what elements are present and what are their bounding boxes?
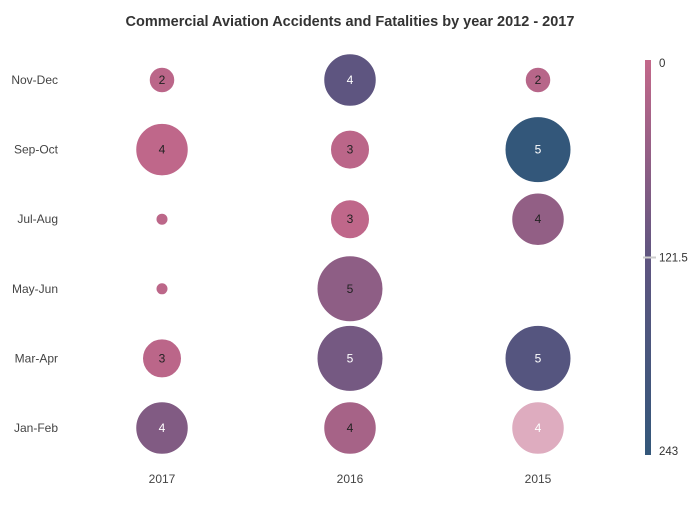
bubble-label: 4: [159, 143, 166, 157]
bubble[interactable]: [135, 122, 189, 177]
bubble-label: 4: [347, 73, 354, 87]
color-scale-legend: 0 121.5 243: [643, 58, 688, 458]
bubble-label: 2: [159, 73, 166, 87]
bubble-label: 4: [347, 421, 354, 435]
bubble-label: 5: [347, 351, 354, 365]
bubble[interactable]: [524, 66, 552, 94]
x-tick-label: 2016: [337, 472, 364, 486]
y-tick-label: Nov-Dec: [11, 73, 58, 87]
bubble-label: 4: [535, 421, 542, 435]
bubble[interactable]: [504, 116, 572, 184]
bubble[interactable]: [504, 324, 572, 392]
bubble[interactable]: [148, 66, 176, 94]
bubble[interactable]: [142, 338, 182, 379]
bubble[interactable]: [155, 212, 169, 226]
bubble-label: 3: [159, 351, 166, 365]
bubble[interactable]: [316, 324, 384, 392]
x-axis: 2017 2016 2015: [149, 472, 552, 486]
color-scale-label: 243: [659, 446, 678, 458]
bubble[interactable]: [330, 129, 370, 170]
color-scale-label: 0: [659, 58, 665, 70]
bubble-label: 3: [347, 212, 354, 226]
bubble[interactable]: [155, 282, 169, 296]
bubble[interactable]: [323, 401, 377, 455]
bubble-label: 2: [535, 73, 542, 87]
y-tick-label: Jan-Feb: [14, 421, 58, 435]
y-tick-label: May-Jun: [12, 282, 58, 296]
bubble[interactable]: [511, 401, 565, 455]
y-tick-label: Mar-Apr: [15, 351, 58, 365]
bubble[interactable]: [135, 401, 189, 455]
bubble[interactable]: [330, 199, 370, 240]
bubble[interactable]: [316, 255, 384, 323]
chart-title: Commercial Aviation Accidents and Fatali…: [126, 14, 575, 30]
y-tick-label: Sep-Oct: [14, 143, 59, 157]
color-scale-label: 121.5: [659, 253, 688, 265]
bubble-label: 5: [535, 143, 542, 157]
bubble-label: 4: [535, 212, 542, 226]
x-tick-label: 2015: [525, 472, 552, 486]
bubble-label: 5: [535, 351, 542, 365]
bubble-label: 4: [159, 421, 166, 435]
y-tick-label: Jul-Aug: [17, 212, 58, 226]
bubble-label: 5: [347, 282, 354, 296]
bubbles: 2 4 2 4 3 5 3 4 5 3 5 5 4 4 4: [135, 53, 572, 455]
bubble[interactable]: [511, 192, 565, 246]
bubble-label: 3: [347, 143, 354, 157]
y-axis: Jan-Feb Mar-Apr May-Jun Jul-Aug Sep-Oct Nov-D…: [11, 73, 58, 435]
bubble[interactable]: [323, 53, 377, 107]
x-tick-label: 2017: [149, 472, 176, 486]
